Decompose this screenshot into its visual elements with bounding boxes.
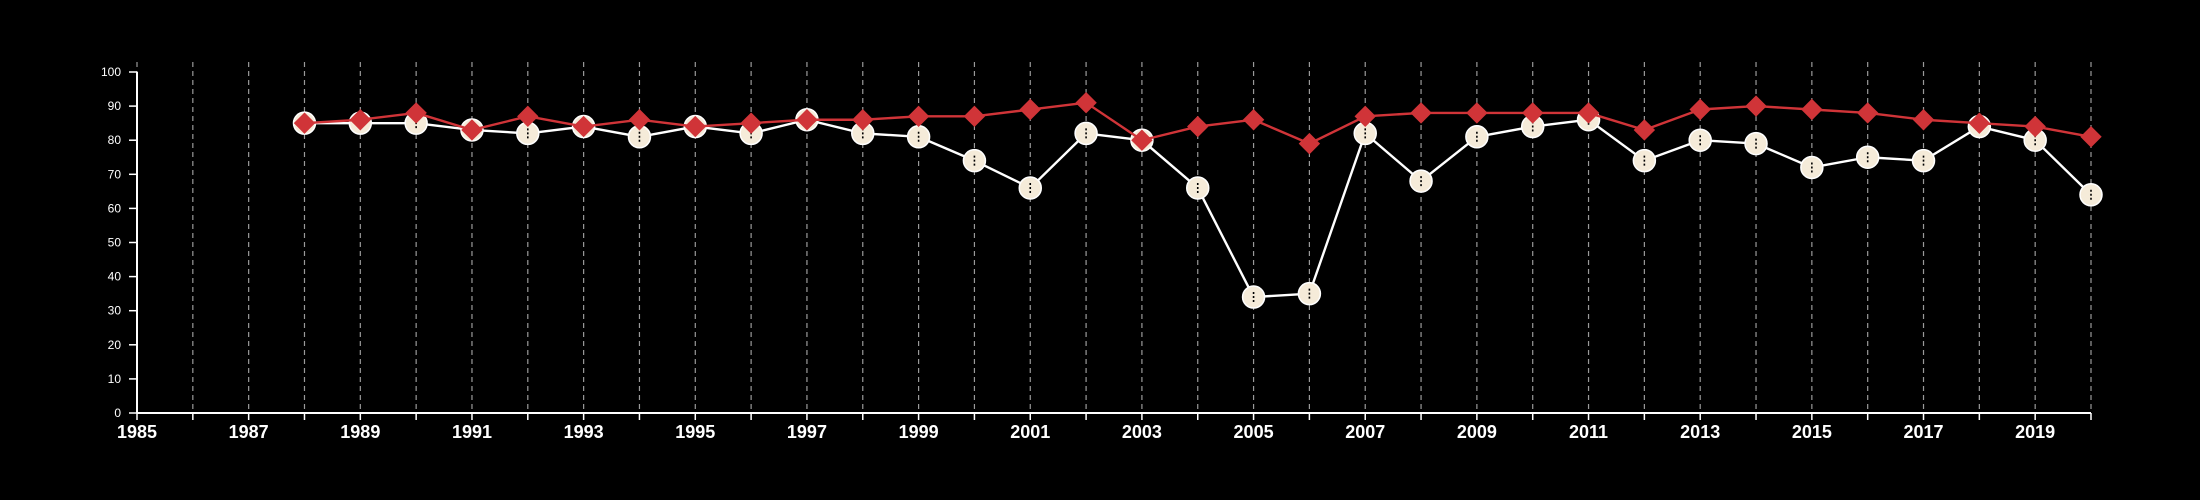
data-point-diamond [1019, 98, 1041, 121]
x-tick-label: 2001 [1010, 422, 1050, 442]
data-point-diamond [1633, 119, 1656, 141]
y-tick-label: 100 [101, 65, 121, 79]
y-tick-label: 30 [108, 304, 122, 318]
data-point-diamond [517, 105, 539, 128]
x-tick-label: 1993 [564, 422, 604, 442]
series-diamond [293, 91, 2102, 155]
data-point-diamond [1354, 105, 1376, 128]
x-tick-label: 1997 [787, 422, 827, 442]
data-point-diamond [1968, 112, 1991, 134]
data-point-diamond [1856, 102, 1879, 124]
x-tick-label: 2005 [1234, 422, 1274, 442]
x-tick-label: 2019 [2015, 422, 2055, 442]
y-tick-label: 40 [108, 270, 122, 284]
data-point-diamond [1075, 91, 1097, 114]
x-tick-label: 1989 [340, 422, 380, 442]
data-point-diamond [1466, 102, 1488, 124]
data-point-diamond [293, 112, 316, 134]
y-axis: 0 10 20 30 40 50 60 70 80 90 100 [101, 65, 138, 420]
x-tick-label: 1985 [117, 422, 157, 442]
x-tick-label: 1995 [675, 422, 715, 442]
y-tick-label: 10 [108, 372, 122, 386]
data-point-diamond [2024, 115, 2046, 138]
data-point-diamond [796, 109, 818, 131]
data-point-diamond [1242, 109, 1265, 131]
data-point-diamond [349, 109, 372, 131]
data-point-diamond [572, 115, 595, 138]
y-tick-label: 70 [108, 167, 122, 181]
x-tick-label: 1987 [229, 422, 269, 442]
data-point-diamond [1689, 98, 1711, 121]
data-point-diamond [461, 119, 483, 141]
y-tick-label: 0 [114, 406, 121, 420]
y-tick-label: 60 [108, 201, 122, 215]
x-tick-label: 1991 [452, 422, 492, 442]
x-tick-label: 2011 [1569, 422, 1608, 442]
data-point-diamond [684, 115, 706, 138]
x-tick-label: 2017 [1903, 422, 1943, 442]
data-point-diamond [740, 112, 762, 134]
data-point-diamond [1912, 109, 1935, 131]
data-point-diamond [1522, 102, 1544, 124]
data-point-diamond [1410, 102, 1432, 124]
data-point-diamond [1131, 129, 1153, 151]
y-tick-label: 20 [108, 338, 122, 352]
data-point-diamond [1577, 102, 1600, 124]
x-tick-label: 2007 [1345, 422, 1385, 442]
x-axis: 1985 1987 1989 1991 1993 1995 1997 1999 2001 2003… [117, 412, 2092, 442]
data-point-diamond [1745, 95, 1767, 117]
x-tick-label: 1999 [899, 422, 939, 442]
x-tick-label: 2015 [1792, 422, 1832, 442]
data-point-diamond [907, 105, 930, 128]
x-tick-label: 2003 [1122, 422, 1162, 442]
series-layer [292, 91, 2103, 309]
data-point-diamond [852, 109, 874, 131]
data-point-diamond [963, 105, 986, 128]
data-point-diamond [1298, 132, 1321, 155]
data-point-diamond [1801, 98, 1823, 121]
data-point-diamond [1187, 115, 1209, 138]
y-tick-label: 90 [108, 99, 122, 113]
data-point-diamond [405, 102, 427, 124]
x-tick-label: 2013 [1680, 422, 1720, 442]
y-tick-label: 50 [108, 236, 122, 250]
x-tick-label: 2009 [1457, 422, 1497, 442]
y-tick-label: 80 [108, 133, 122, 147]
data-point-diamond [628, 109, 651, 131]
data-point-diamond [2080, 126, 2102, 148]
